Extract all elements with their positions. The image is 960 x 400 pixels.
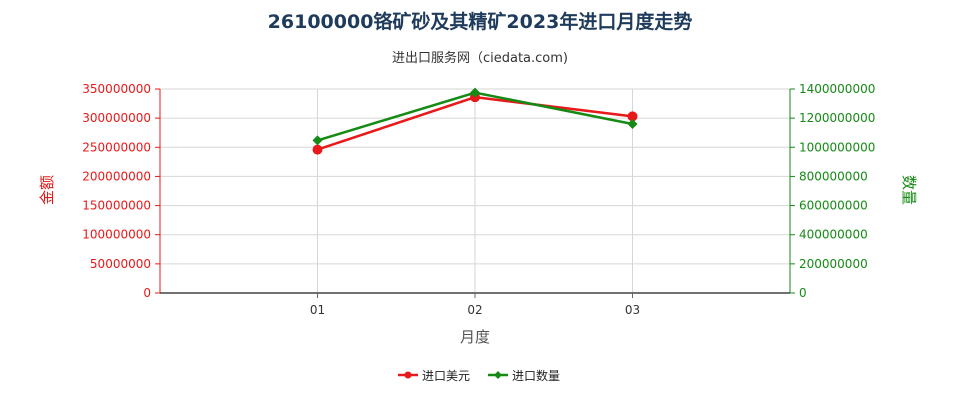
data-point-1 xyxy=(627,111,638,122)
legend: 进口美元 进口数量 xyxy=(398,368,560,383)
x-axis-ticks: 01 02 03 xyxy=(310,293,640,317)
x-tick-label: 01 xyxy=(310,303,325,317)
right-tick-label: 0 xyxy=(799,286,807,300)
x-tick-label: 03 xyxy=(625,303,640,317)
x-tick-label: 02 xyxy=(467,303,482,317)
left-tick-label: 50000000 xyxy=(90,257,151,271)
left-tick-label: 350000000 xyxy=(82,82,151,96)
series xyxy=(312,87,638,155)
right-tick-label: 200000000 xyxy=(799,257,868,271)
chart-subtitle: 进出口服务网（ciedata.com) xyxy=(392,50,568,66)
legend-marker-2 xyxy=(494,371,502,379)
right-axis-ticks: 0 200000000 400000000 600000000 800000000 100… xyxy=(790,82,875,300)
right-tick-label: 400000000 xyxy=(799,228,868,242)
left-tick-label: 200000000 xyxy=(82,169,151,183)
x-axis-label: 月度 xyxy=(460,328,490,346)
y-axis-label-right: 数量 xyxy=(900,175,918,205)
right-tick-label: 800000000 xyxy=(799,169,868,183)
y-axis-label-left: 金额 xyxy=(38,175,56,205)
chart-title: 26100000铬矿砂及其精矿2023年进口月度走势 xyxy=(268,10,693,33)
legend-marker-1 xyxy=(404,371,412,379)
data-point-2 xyxy=(470,87,480,98)
grid xyxy=(160,88,790,293)
data-point-2 xyxy=(627,118,638,129)
left-tick-label: 0 xyxy=(143,286,151,300)
right-tick-label: 1200000000 xyxy=(799,111,875,125)
right-tick-label: 1400000000 xyxy=(799,82,875,96)
legend-label-2: 进口数量 xyxy=(512,368,560,383)
data-point-1 xyxy=(312,144,323,155)
legend-label-1: 进口美元 xyxy=(422,369,470,383)
right-tick-label: 1000000000 xyxy=(799,140,875,154)
left-tick-label: 150000000 xyxy=(82,199,151,213)
left-tick-label: 250000000 xyxy=(82,140,151,154)
left-tick-label: 100000000 xyxy=(82,228,151,242)
right-tick-label: 600000000 xyxy=(799,199,868,213)
left-tick-label: 300000000 xyxy=(82,111,151,125)
data-point-2 xyxy=(312,135,323,146)
left-axis-ticks: 0 50000000 100000000 150000000 200000000 2500… xyxy=(82,82,160,300)
